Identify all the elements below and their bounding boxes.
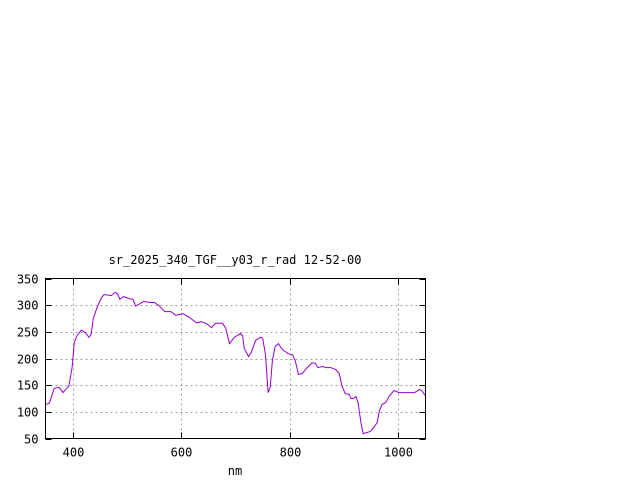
plot-border [45, 278, 426, 439]
grid [45, 278, 426, 439]
x-tick-label: 600 [171, 446, 193, 460]
axis-ticks: 50 100 150 200 250 300 350 400 600 800 1000 [17, 273, 426, 460]
y-tick-label: 150 [17, 379, 39, 393]
x-tick-label: 400 [63, 446, 85, 460]
y-tick-label: 100 [17, 406, 39, 420]
x-tick-label: 800 [280, 446, 302, 460]
y-tick-label: 350 [17, 273, 39, 287]
y-tick-label: 250 [17, 326, 39, 340]
y-tick-label: 300 [17, 299, 39, 313]
x-tick-label: 1000 [384, 446, 413, 460]
series-line [45, 291, 426, 435]
x-axis-label: nm [228, 464, 242, 478]
chart-title: sr_2025_340_TGF__y03_r_rad 12-52-00 [109, 253, 362, 267]
y-tick-label: 50 [24, 433, 38, 447]
y-tick-label: 200 [17, 353, 39, 367]
